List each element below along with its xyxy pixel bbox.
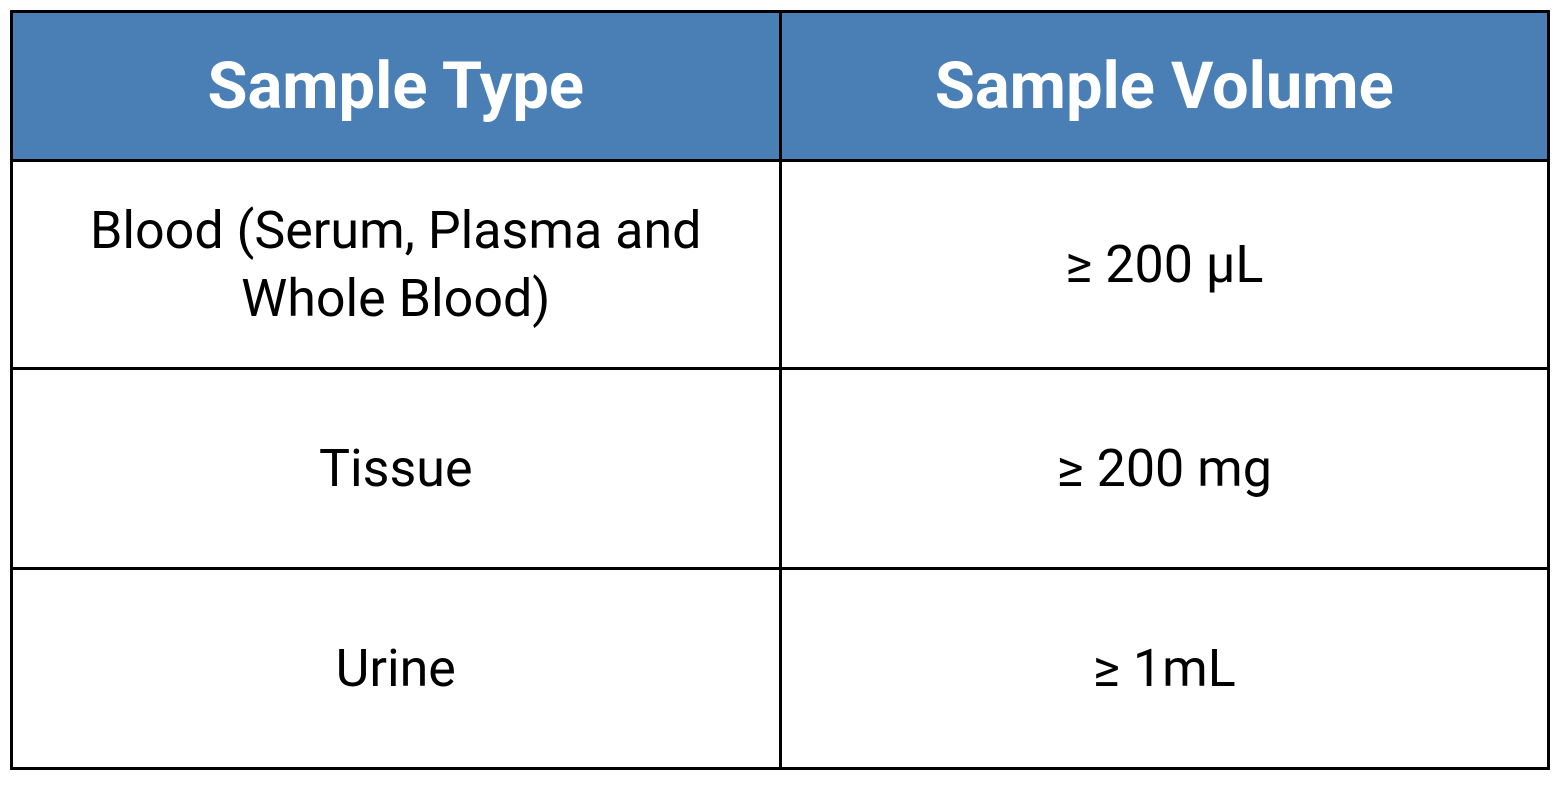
table-row: Blood (Serum, Plasma and Whole Blood) ≥ … (12, 161, 1549, 369)
cell-sample-type: Urine (12, 569, 781, 769)
table-row: Tissue ≥ 200 mg (12, 369, 1549, 569)
table-row: Urine ≥ 1mL (12, 569, 1549, 769)
header-sample-volume: Sample Volume (780, 12, 1549, 161)
sample-table: Sample Type Sample Volume Blood (Serum, … (10, 10, 1550, 770)
cell-sample-volume: ≥ 200 μL (780, 161, 1549, 369)
header-sample-type: Sample Type (12, 12, 781, 161)
cell-sample-type: Tissue (12, 369, 781, 569)
cell-sample-type: Blood (Serum, Plasma and Whole Blood) (12, 161, 781, 369)
cell-sample-volume: ≥ 200 mg (780, 369, 1549, 569)
cell-sample-volume: ≥ 1mL (780, 569, 1549, 769)
table-header-row: Sample Type Sample Volume (12, 12, 1549, 161)
